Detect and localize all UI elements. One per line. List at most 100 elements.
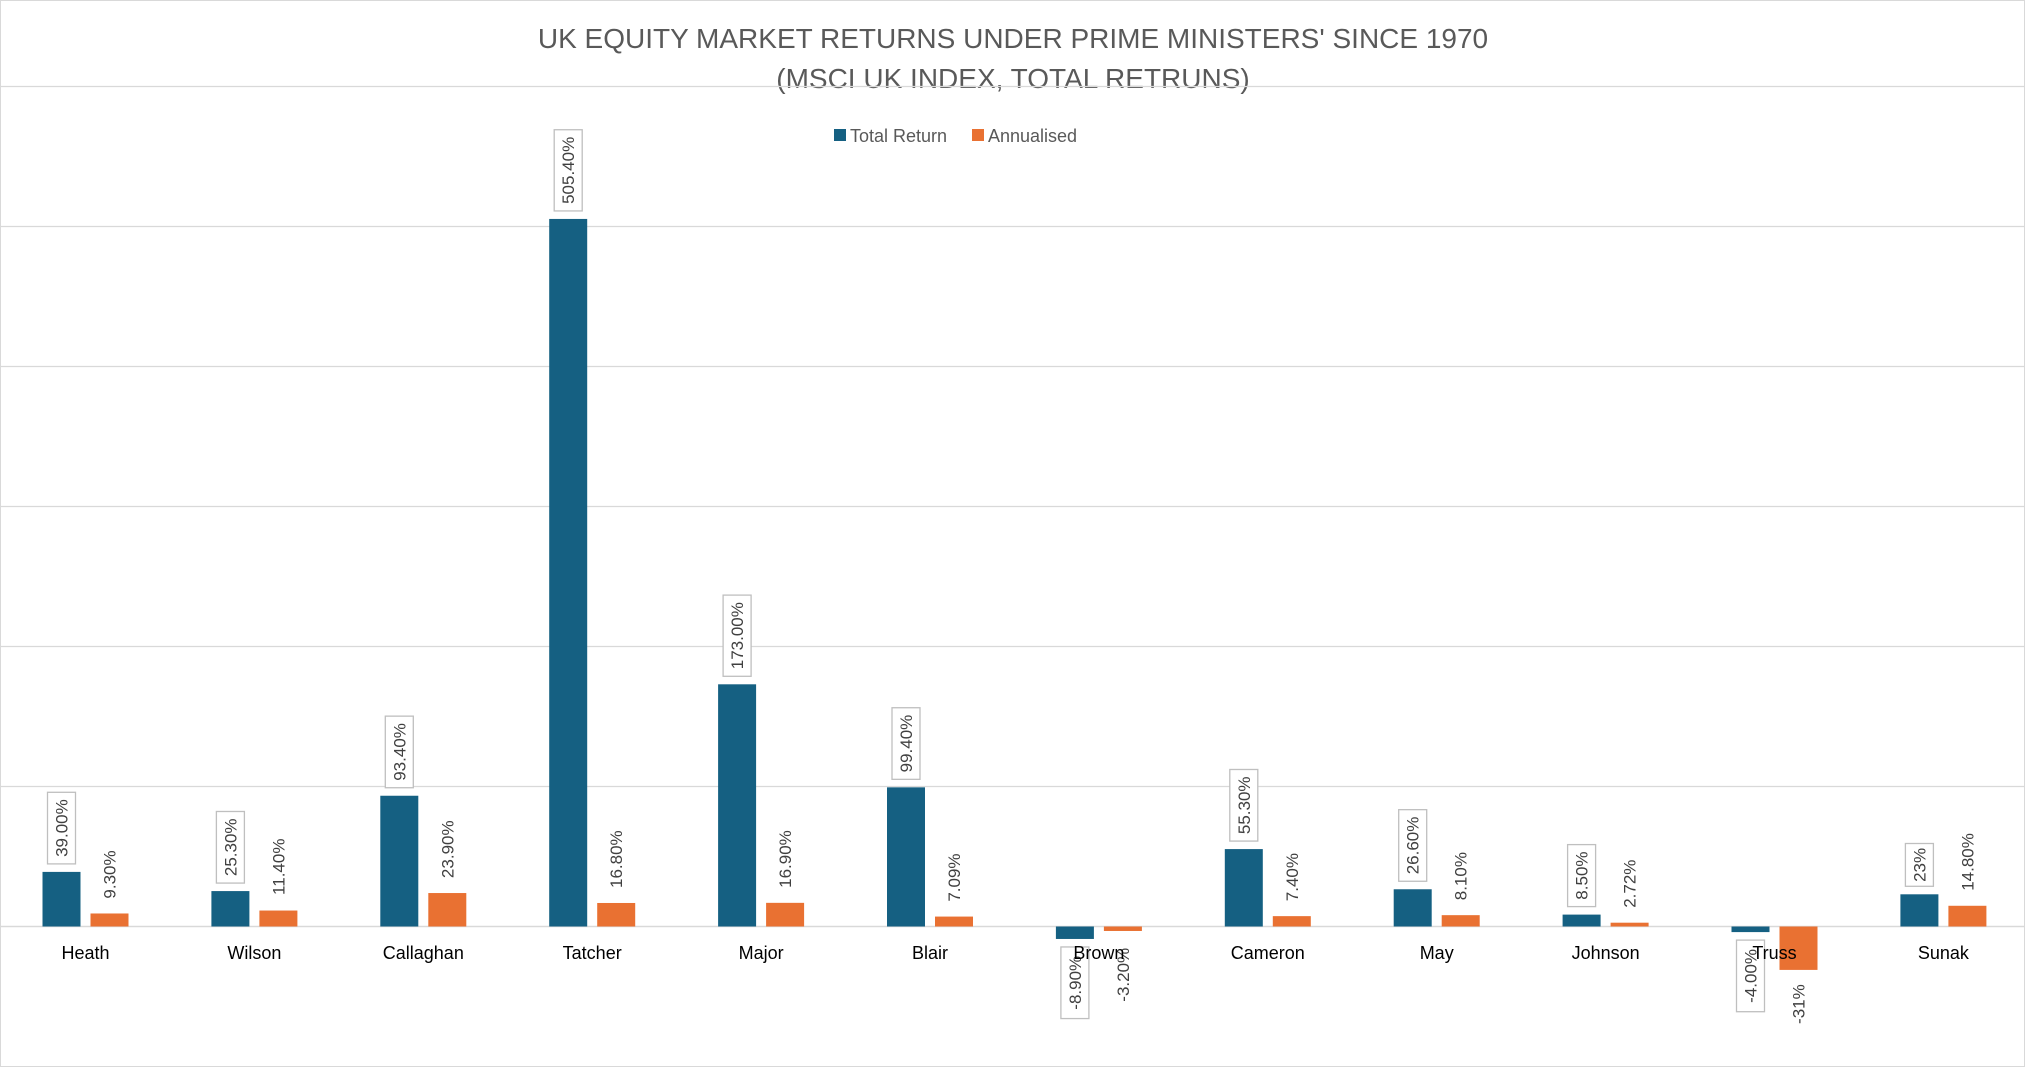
data-label-annualised-blair: 7.09%: [945, 853, 964, 901]
data-label-annualised-brown: -3.20%: [1114, 948, 1133, 1002]
category-label-callaghan: Callaghan: [383, 943, 464, 963]
data-label-box: [1229, 768, 1259, 842]
data-label-text: -31%: [1790, 984, 1809, 1024]
data-label-text: 55.30%: [1235, 776, 1254, 834]
bar-total-return-blair: [887, 787, 925, 927]
data-label-box: [1566, 843, 1597, 908]
data-label-text: 16.80%: [607, 830, 626, 888]
category-label-heath: Heath: [61, 943, 109, 963]
data-label-box: [1904, 842, 1935, 887]
data-label-text: -3.20%: [1114, 948, 1133, 1002]
data-label-total-return-callaghan: 93.40%: [384, 715, 414, 789]
data-label-box: [722, 594, 752, 677]
legend-label-total-return: Total Return: [850, 126, 947, 146]
bar-total-return-tatcher: [549, 218, 588, 927]
bar-annualised-johnson: [1610, 922, 1649, 927]
data-label-box: [46, 791, 77, 865]
bar-annualised-sunak: [1948, 905, 1987, 927]
data-label-text: 26.60%: [1404, 817, 1423, 875]
category-labels: Heath Wilson Callaghan Tatcher Major Blair Bro…: [61, 943, 1969, 963]
data-label-annualised-sunak: 14.80%: [1958, 833, 1977, 891]
bar-annualised-cameron: [1272, 916, 1311, 927]
bar-total-return-cameron: [1224, 849, 1263, 927]
category-label-cameron: Cameron: [1231, 943, 1305, 963]
data-label-total-return-heath: 39.00%: [46, 791, 77, 865]
bar-annualised-truss: [1779, 926, 1818, 970]
bar-annualised-tatcher: [597, 902, 636, 927]
data-label-total-return-truss: -4.00%: [1735, 939, 1766, 1013]
category-label-may: May: [1420, 943, 1454, 963]
data-label-total-return-blair: 99.40%: [891, 707, 921, 780]
category-label-tatcher: Tatcher: [563, 943, 622, 963]
data-label-text: 99.40%: [897, 715, 916, 773]
bar-annualised-blair: [935, 916, 973, 927]
data-label-total-return-may: 26.60%: [1398, 809, 1428, 882]
bar-annualised-wilson: [259, 910, 298, 927]
data-label-text: 14.80%: [1958, 833, 1977, 891]
bar-total-return-truss: [1731, 926, 1770, 933]
bar-total-return-callaghan: [380, 795, 419, 927]
bar-total-return-major: [718, 684, 757, 927]
data-label-total-return-major: 173.00%: [722, 594, 752, 677]
bar-annualised-may: [1441, 915, 1480, 927]
data-label-annualised-may: 8.10%: [1452, 852, 1471, 900]
data-label-box: [215, 810, 246, 884]
bar-annualised-callaghan: [428, 893, 467, 927]
legend-swatch-total-return: [834, 129, 846, 141]
legend-label-annualised: Annualised: [988, 126, 1077, 146]
data-label-total-return-wilson: 25.30%: [215, 810, 246, 884]
bar-total-return-johnson: [1562, 914, 1601, 927]
data-label-total-return-sunak: 23%: [1904, 842, 1935, 887]
data-label-text: 23.90%: [438, 820, 457, 878]
data-label-box: [553, 129, 583, 212]
category-label-truss: Truss: [1752, 943, 1796, 963]
data-label-annualised-wilson: 11.40%: [269, 839, 288, 895]
data-label-box: [1060, 946, 1090, 1020]
data-label-total-return-brown: -8.90%: [1060, 946, 1090, 1020]
data-label-annualised-major: 16.90%: [776, 830, 795, 888]
data-label-text: 2.72%: [1621, 860, 1640, 908]
category-label-wilson: Wilson: [227, 943, 281, 963]
gridlines: [1, 85, 2025, 928]
bar-annualised-brown: [1103, 926, 1142, 931]
data-label-text: -4.00%: [1742, 949, 1761, 1003]
legend: Total Return Annualised: [834, 126, 1077, 146]
data-label-box: [1735, 939, 1766, 1013]
data-label-text: 25.30%: [221, 818, 240, 876]
data-label-annualised-truss: -31%: [1790, 984, 1809, 1024]
category-label-major: Major: [739, 943, 784, 963]
category-label-sunak: Sunak: [1918, 943, 1970, 963]
data-label-annualised-tatcher: 16.80%: [607, 830, 626, 888]
bar-total-return-brown: [1055, 926, 1094, 939]
bar-total-return-may: [1393, 889, 1432, 927]
data-label-box: [1398, 809, 1428, 882]
data-label-text: 7.40%: [1283, 853, 1302, 901]
data-label-text: 173.00%: [728, 602, 747, 669]
data-label-text: 7.09%: [945, 853, 964, 901]
data-label-annualised-heath: 9.30%: [101, 850, 120, 898]
category-label-blair: Blair: [912, 943, 948, 963]
data-label-box: [384, 715, 414, 789]
bar-annualised-major: [766, 902, 805, 927]
data-label-total-return-cameron: 55.30%: [1229, 768, 1259, 842]
data-label-text: -8.90%: [1066, 956, 1085, 1010]
data-label-box: [891, 707, 921, 780]
chart-title: UK EQUITY MARKET RETURNS UNDER PRIME MIN…: [538, 23, 1488, 54]
data-label-text: 39.00%: [53, 799, 72, 857]
data-label-text: 9.30%: [101, 850, 120, 898]
data-label-text: 505.40%: [559, 137, 578, 204]
data-label-annualised-johnson: 2.72%: [1621, 860, 1640, 908]
data-label-total-return-tatcher: 505.40%: [553, 129, 583, 212]
legend-swatch-annualised: [972, 129, 984, 141]
data-labels: 39.00% 9.30% 25.30% 11.40% 93.40% 23.90% 505.4…: [46, 129, 1977, 1024]
data-label-text: 93.40%: [390, 723, 409, 781]
data-label-text: 11.40%: [269, 839, 288, 895]
data-label-text: 8.50%: [1573, 851, 1592, 899]
bar-total-return-heath: [42, 871, 81, 927]
data-label-annualised-callaghan: 23.90%: [438, 820, 457, 878]
bar-total-return-wilson: [211, 891, 250, 927]
category-label-brown: Brown: [1073, 943, 1124, 963]
category-label-johnson: Johnson: [1572, 943, 1640, 963]
